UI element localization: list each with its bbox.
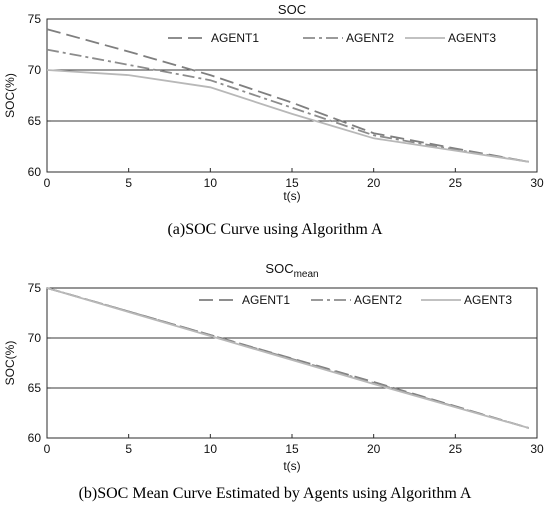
legend: AGENT1 AGENT2 AGENT3 bbox=[168, 31, 496, 45]
y-axis-label: SOC(%) bbox=[3, 341, 17, 386]
legend-label: AGENT1 bbox=[242, 293, 290, 307]
legend: AGENT1 AGENT2 AGENT3 bbox=[199, 293, 512, 307]
y-tick-label: 75 bbox=[28, 281, 42, 295]
x-tick-label: 0 bbox=[44, 442, 51, 456]
series-line-agent3 bbox=[46, 69, 529, 163]
y-tick-label: 60 bbox=[28, 431, 42, 445]
x-tick-label: 30 bbox=[530, 176, 544, 190]
chart-title: SOCmean bbox=[265, 261, 318, 280]
x-tick-label: 5 bbox=[125, 442, 132, 456]
y-tick-label: 75 bbox=[28, 12, 42, 26]
series-line-agent1 bbox=[46, 28, 529, 163]
y-tick-label: 70 bbox=[28, 63, 42, 77]
legend-label: AGENT2 bbox=[354, 293, 402, 307]
chart-title-main: SOC bbox=[265, 261, 293, 276]
x-axis-label: t(s) bbox=[283, 189, 300, 203]
legend-label: AGENT2 bbox=[346, 31, 394, 45]
legend-label: AGENT3 bbox=[448, 31, 496, 45]
series-line-agent3 bbox=[46, 287, 530, 429]
y-tick-label: 65 bbox=[28, 381, 42, 395]
x-tick-label: 30 bbox=[530, 442, 544, 456]
x-tick-label: 0 bbox=[44, 176, 51, 190]
series-line-agent2 bbox=[46, 48, 529, 163]
x-tick-label: 20 bbox=[367, 442, 381, 456]
x-tick-label: 15 bbox=[285, 442, 299, 456]
x-tick-label: 10 bbox=[204, 176, 218, 190]
y-tick-label: 65 bbox=[28, 114, 42, 128]
figure-caption: (b)SOC Mean Curve Estimated by Agents us… bbox=[79, 485, 472, 502]
x-axis-label: t(s) bbox=[283, 459, 300, 473]
chart-title-subscript: mean bbox=[294, 269, 319, 280]
y-tick-label: 60 bbox=[28, 165, 42, 179]
x-tick-label: 10 bbox=[204, 442, 218, 456]
chart-title-main: SOC bbox=[278, 2, 306, 17]
y-tick-label: 70 bbox=[28, 331, 42, 345]
x-tick-label: 25 bbox=[449, 442, 463, 456]
x-tick-label: 5 bbox=[125, 176, 132, 190]
legend-label: AGENT1 bbox=[211, 31, 259, 45]
legend-label: AGENT3 bbox=[464, 293, 512, 307]
x-tick-label: 15 bbox=[285, 176, 299, 190]
chart-title: SOC bbox=[278, 2, 306, 17]
x-tick-label: 25 bbox=[449, 176, 463, 190]
figure-caption: (a)SOC Curve using Algorithm A bbox=[167, 221, 383, 238]
y-axis-label: SOC(%) bbox=[3, 73, 17, 118]
x-tick-label: 20 bbox=[367, 176, 381, 190]
plot-area bbox=[47, 19, 537, 172]
chart-panel-2: 0 5 10 15 20 25 30 60 65 70 75 SOCmean t(s) SOC(%) AGE… bbox=[3, 261, 544, 502]
plot-area bbox=[47, 288, 537, 438]
